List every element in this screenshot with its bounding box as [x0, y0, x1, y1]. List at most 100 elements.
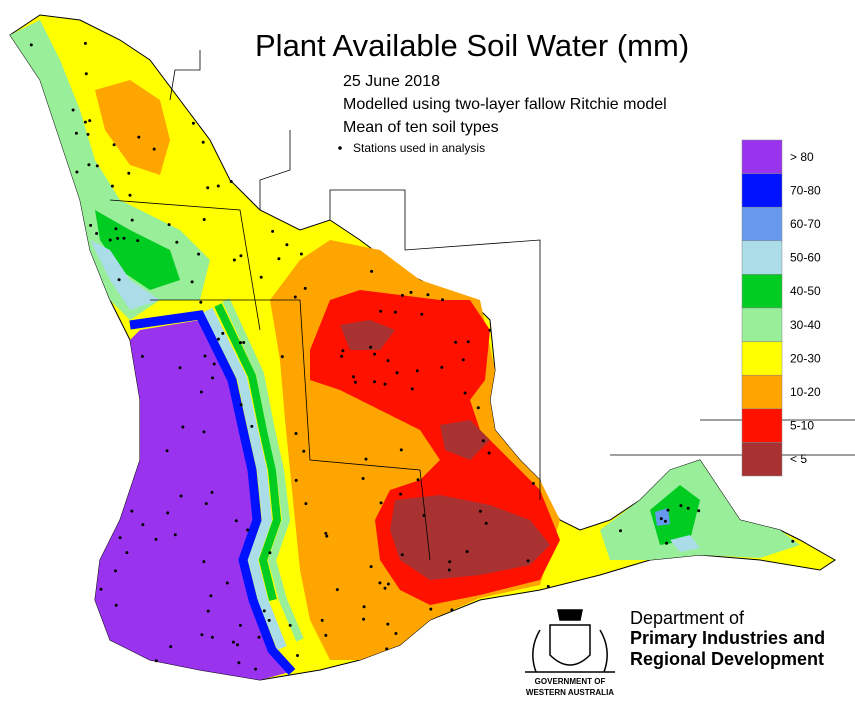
station — [294, 432, 298, 435]
legend-swatch — [741, 442, 783, 477]
station — [234, 519, 238, 523]
station — [130, 218, 134, 222]
station — [114, 227, 118, 231]
region-gt80 — [95, 320, 290, 680]
station — [481, 439, 485, 443]
station — [250, 424, 254, 428]
station — [201, 140, 205, 144]
station — [125, 551, 129, 555]
station — [320, 618, 324, 622]
station — [190, 280, 194, 284]
station — [114, 603, 118, 607]
station — [666, 508, 670, 512]
station — [211, 376, 214, 380]
boundary — [329, 189, 541, 500]
station — [325, 534, 329, 538]
station — [302, 449, 306, 453]
station — [294, 478, 298, 482]
station — [83, 41, 87, 45]
station — [619, 529, 622, 533]
station — [199, 390, 203, 394]
station — [206, 609, 210, 613]
station — [210, 635, 214, 639]
station — [202, 430, 206, 434]
station — [29, 43, 33, 47]
station — [409, 290, 413, 294]
boundary — [150, 299, 431, 561]
station — [399, 492, 403, 496]
band-50-60 — [203, 307, 287, 650]
station — [488, 328, 492, 332]
station — [140, 354, 144, 358]
station — [191, 121, 195, 125]
station — [484, 521, 488, 525]
subtitle-line: Mean of ten soil types — [343, 119, 499, 136]
station — [86, 132, 90, 136]
department-line: Department of — [630, 608, 745, 628]
station — [167, 223, 171, 227]
legend-label: 40-50 — [790, 284, 821, 298]
station — [370, 269, 374, 273]
station — [461, 358, 465, 362]
station — [173, 533, 177, 537]
station — [304, 502, 308, 506]
station — [239, 341, 242, 345]
legend-label: 70-80 — [790, 183, 821, 197]
station — [379, 309, 383, 313]
subtitle-line: 25 June 2018 — [343, 73, 440, 90]
title: Plant Available Soil Water (mm) — [255, 28, 689, 63]
station — [454, 340, 458, 344]
station — [216, 337, 220, 341]
station — [237, 661, 241, 665]
station — [299, 252, 303, 256]
legend-swatch — [741, 341, 783, 376]
station — [128, 193, 132, 197]
station — [136, 239, 140, 243]
station — [385, 647, 389, 651]
boundary — [109, 199, 261, 331]
station — [200, 633, 204, 637]
station — [353, 380, 357, 384]
station — [267, 618, 271, 622]
station — [203, 354, 207, 358]
subtitle-line: Modelled using two-layer fallow Ritchie … — [343, 96, 667, 113]
stations-note: Stations used in analysis — [353, 141, 485, 155]
station-key-dot — [338, 146, 342, 150]
region-40-50-se — [650, 485, 700, 545]
legend-swatch — [741, 307, 783, 342]
station — [416, 478, 420, 482]
station — [236, 643, 239, 647]
legend-swatch — [741, 240, 783, 275]
government-line: WESTERN AUSTRALIA — [526, 688, 614, 697]
station — [154, 537, 158, 541]
station — [410, 387, 414, 391]
station — [386, 359, 390, 363]
station — [450, 608, 454, 612]
legend-label: 50-60 — [790, 251, 821, 265]
station — [271, 229, 275, 233]
station — [127, 171, 131, 175]
station — [422, 514, 426, 517]
station — [303, 286, 307, 290]
station — [324, 633, 328, 637]
legend-swatch — [741, 173, 783, 208]
station — [369, 345, 373, 349]
station — [341, 349, 345, 353]
station — [197, 252, 201, 256]
station — [165, 449, 169, 453]
station — [262, 609, 266, 613]
station — [221, 331, 225, 335]
band-70-80 — [129, 310, 296, 676]
region-50-60-north — [90, 240, 160, 310]
station — [526, 559, 530, 563]
station — [232, 258, 236, 262]
station — [89, 223, 93, 227]
station — [697, 509, 701, 513]
station — [130, 509, 134, 513]
station — [239, 254, 243, 258]
station — [399, 448, 403, 452]
station — [379, 501, 383, 505]
station — [71, 108, 75, 112]
station — [296, 654, 299, 657]
